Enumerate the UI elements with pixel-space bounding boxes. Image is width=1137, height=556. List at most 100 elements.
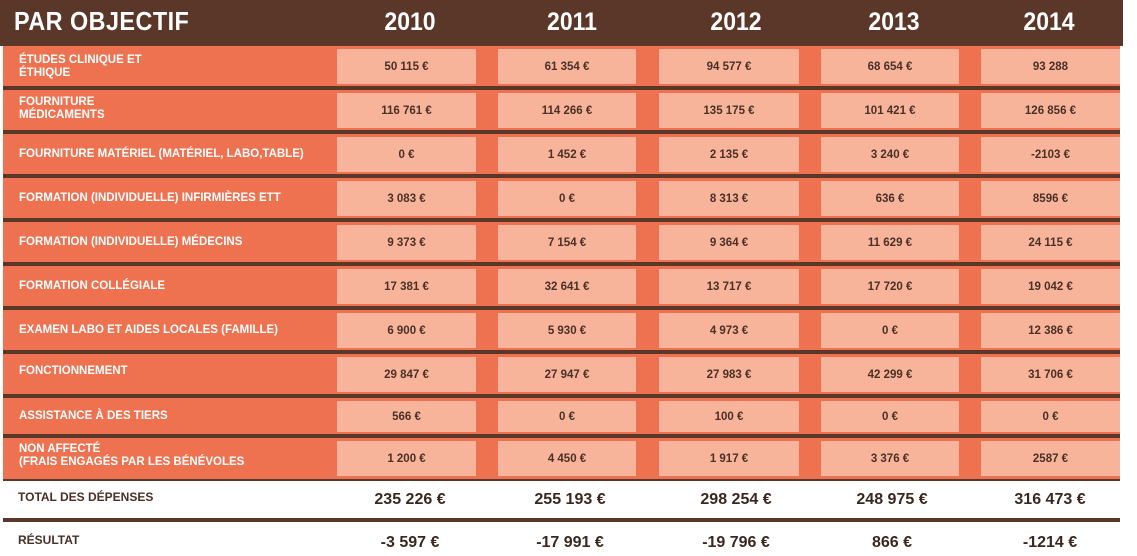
table-cell: 114 266 € [498, 93, 636, 128]
row-separator [3, 434, 1120, 438]
row-separator [3, 394, 1120, 398]
table-cell: -2103 € [981, 137, 1120, 172]
result-value: 866 € [871, 534, 913, 551]
row-label: ÉTUDES CLINIQUE ET ÉTHIQUE [19, 54, 142, 79]
year-header-2014: 2014 [1023, 8, 1075, 36]
result-value: -3 597 € [380, 534, 440, 551]
table-cell: 4 973 € [659, 313, 799, 348]
row-separator [3, 218, 1120, 222]
table-cell: 17 720 € [821, 269, 959, 304]
table-cell: 566 € [337, 401, 476, 432]
result-value: -17 991 € [536, 534, 604, 551]
row-label: FORMATION (INDIVIDUELLE) INFIRMIÈRES ETT [19, 192, 281, 204]
row-label: EXAMEN LABO ET AIDES LOCALES (FAMILLE) [19, 324, 278, 336]
table-cell: 0 € [498, 181, 636, 216]
table-cell: 27 947 € [498, 357, 636, 392]
table-cell: 6 900 € [337, 313, 476, 348]
table-cell: 116 761 € [337, 93, 476, 128]
table-cell: 1 452 € [498, 137, 636, 172]
table-cell: 29 847 € [337, 357, 476, 392]
table-cell: 4 450 € [498, 441, 636, 476]
table-cell: 42 299 € [821, 357, 959, 392]
table-title: PAR OBJECTIF [14, 6, 190, 36]
table-cell: 11 629 € [821, 225, 959, 260]
table-row: NON AFFECTÉ (FRAIS ENGAGÉS PAR LES BÉNÉVO… [3, 438, 1120, 480]
table-cell: 2587 € [981, 441, 1120, 476]
table-cell: 24 115 € [981, 225, 1120, 260]
table-cell: 3 376 € [821, 441, 959, 476]
row-label: FOURNITURE MÉDICAMENTS [19, 96, 105, 121]
total-value: 316 473 € [1014, 491, 1086, 508]
year-header-2010: 2010 [384, 8, 436, 36]
table-row: EXAMEN LABO ET AIDES LOCALES (FAMILLE) 6… [3, 310, 1120, 352]
table-cell: 101 421 € [821, 93, 959, 128]
table-cell: 0 € [337, 137, 476, 172]
table-cell: 61 354 € [498, 49, 636, 84]
row-separator [3, 86, 1120, 90]
row-separator [3, 174, 1120, 178]
table-row: FOURNITURE MÉDICAMENTS 116 761 € 114 266 … [3, 90, 1120, 132]
table-cell: 31 706 € [981, 357, 1120, 392]
table-cell: 19 042 € [981, 269, 1120, 304]
table-cell: 0 € [981, 401, 1120, 432]
year-header-2011: 2011 [547, 8, 597, 36]
table-cell: 50 115 € [337, 49, 476, 84]
table-cell: 135 175 € [659, 93, 799, 128]
row-label: ASSISTANCE À DES TIERS [19, 410, 168, 422]
table-header: PAR OBJECTIF 2010 2011 2012 2013 2014 [0, 0, 1123, 46]
table-cell: 0 € [821, 313, 959, 348]
total-value: 248 975 € [856, 491, 928, 508]
table-cell: 8 313 € [659, 181, 799, 216]
table-cell: 0 € [498, 401, 636, 432]
row-separator [3, 306, 1120, 310]
table-cell: 1 917 € [659, 441, 799, 476]
row-label: NON AFFECTÉ (FRAIS ENGAGÉS PAR LES BÉNÉVO… [19, 443, 245, 468]
table-row: FORMATION COLLÉGIALE 17 381 € 32 641 € 1… [3, 266, 1120, 308]
table-cell: 32 641 € [498, 269, 636, 304]
total-value: 235 226 € [374, 491, 446, 508]
table-cell: 12 386 € [981, 313, 1120, 348]
row-separator [3, 479, 1120, 481]
row-label: FOURNITURE MATÉRIEL (MATÉRIEL, LABO,TABL… [19, 148, 304, 160]
table-cell: 93 288 [981, 49, 1120, 84]
table-cell: 68 654 € [821, 49, 959, 84]
table-cell: 126 856 € [981, 93, 1120, 128]
row-separator [3, 130, 1120, 134]
table-cell: 3 240 € [821, 137, 959, 172]
row-separator [3, 350, 1120, 354]
row-label: FORMATION COLLÉGIALE [19, 280, 166, 292]
row-label: FORMATION (INDIVIDUELLE) MÉDECINS [19, 236, 243, 248]
table-cell: 13 717 € [659, 269, 799, 304]
row-separator [3, 262, 1120, 266]
table-cell: 3 083 € [337, 181, 476, 216]
table-cell: 8596 € [981, 181, 1120, 216]
table-cell: 27 983 € [659, 357, 799, 392]
table-row: FONCTIONNEMENT 29 847 € 27 947 € 27 983 … [3, 354, 1120, 396]
table-cell: 636 € [821, 181, 959, 216]
table-cell: 0 € [821, 401, 959, 432]
row-label: FONCTIONNEMENT [19, 365, 128, 377]
table-row: ÉTUDES CLINIQUE ET ÉTHIQUE 50 115 € 61 35… [3, 46, 1120, 88]
table-row: ASSISTANCE À DES TIERS 566 € 0 € 100 € 0… [3, 398, 1120, 436]
result-value: -19 796 € [702, 534, 770, 551]
table-row: FORMATION (INDIVIDUELLE) INFIRMIÈRES ETT… [3, 178, 1120, 220]
result-label: RÉSULTAT [18, 533, 80, 547]
table-cell: 17 381 € [337, 269, 476, 304]
total-value: 298 254 € [700, 491, 772, 508]
row-separator [3, 518, 1120, 522]
table-cell: 2 135 € [659, 137, 799, 172]
table-cell: 100 € [659, 401, 799, 432]
table-cell: 1 200 € [337, 441, 476, 476]
table-row: FORMATION (INDIVIDUELLE) MÉDECINS 9 373 … [3, 222, 1120, 264]
table-cell: 7 154 € [498, 225, 636, 260]
table-row: FOURNITURE MATÉRIEL (MATÉRIEL, LABO,TABL… [3, 134, 1120, 176]
result-value: -1214 € [1022, 534, 1078, 551]
year-header-2012: 2012 [710, 8, 762, 36]
table-cell: 5 930 € [498, 313, 636, 348]
table-cell: 94 577 € [659, 49, 799, 84]
total-label: TOTAL DES DÉPENSES [18, 490, 154, 504]
table-cell: 9 373 € [337, 225, 476, 260]
table-cell: 9 364 € [659, 225, 799, 260]
total-value: 255 193 € [534, 491, 606, 508]
year-header-2013: 2013 [868, 8, 920, 36]
